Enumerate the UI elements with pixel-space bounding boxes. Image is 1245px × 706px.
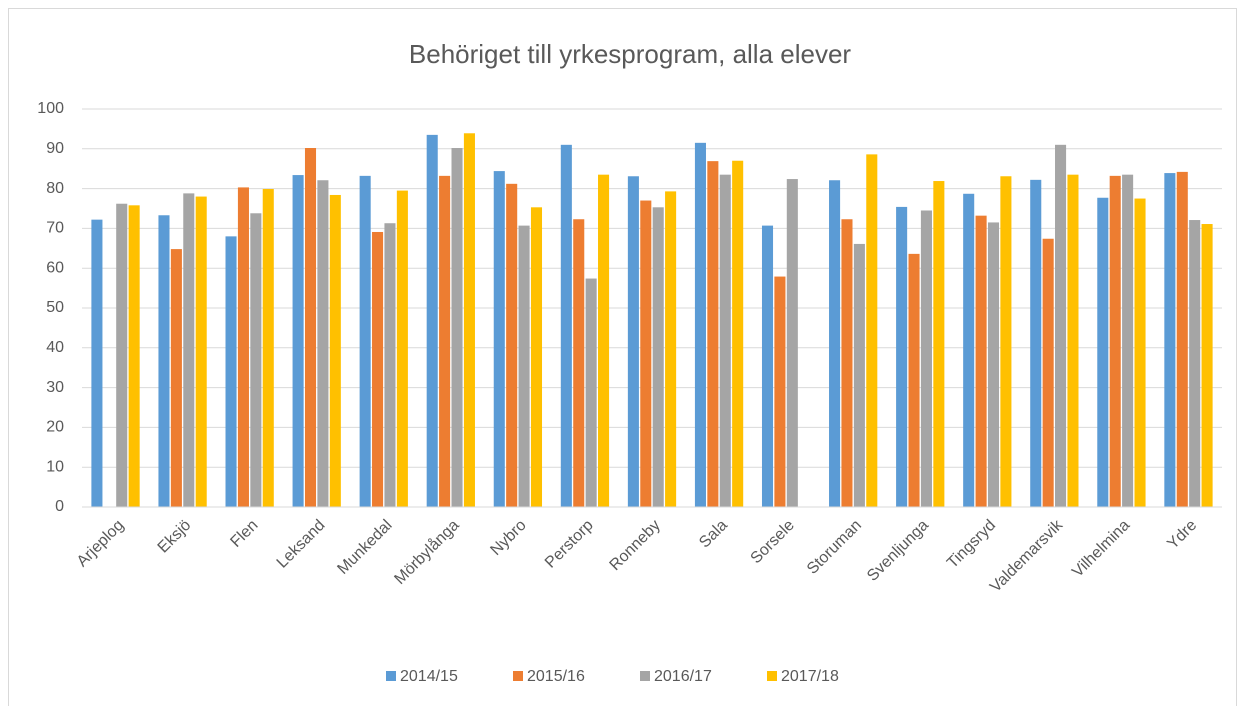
- bar: [317, 180, 329, 507]
- bar: [853, 243, 865, 507]
- bar: [975, 215, 987, 507]
- bar: [506, 183, 518, 507]
- bar: [920, 210, 932, 508]
- legend-label: 2014/15: [400, 668, 458, 685]
- bar: [183, 193, 195, 507]
- bar: [158, 215, 170, 508]
- y-tick-label: 20: [46, 419, 64, 436]
- bar: [732, 160, 744, 508]
- legend-label: 2016/17: [654, 668, 712, 685]
- bar: [719, 174, 731, 508]
- bar: [439, 175, 451, 507]
- bar: [573, 219, 585, 507]
- bar: [1055, 144, 1067, 507]
- bar: [530, 207, 543, 507]
- legend-swatch: [513, 671, 523, 681]
- bar: [1176, 171, 1188, 507]
- chart-title: Behöriget till yrkesprogram, alla elever: [409, 39, 852, 69]
- bar: [598, 174, 610, 508]
- bar: [1164, 173, 1176, 507]
- legend-label: 2017/18: [781, 668, 839, 685]
- bar: [1000, 176, 1012, 507]
- bar: [707, 161, 719, 507]
- y-tick-label: 10: [46, 458, 64, 475]
- bar: [426, 134, 438, 507]
- y-tick-label: 0: [55, 498, 64, 515]
- legend-swatch: [640, 671, 650, 681]
- bar: [225, 236, 237, 508]
- bar: [518, 225, 530, 507]
- bar: [585, 278, 597, 507]
- y-tick-label: 90: [46, 140, 64, 157]
- bar: [359, 175, 371, 507]
- bar: [451, 148, 463, 507]
- bar: [384, 223, 396, 507]
- bar: [896, 206, 908, 507]
- y-tick-label: 100: [37, 100, 64, 117]
- bar: [91, 219, 103, 508]
- legend-swatch: [386, 671, 396, 681]
- bar: [1030, 179, 1042, 507]
- y-tick-label: 70: [46, 220, 64, 237]
- y-tick-label: 40: [46, 339, 64, 356]
- bar: [262, 188, 274, 508]
- bar: [1122, 174, 1134, 508]
- bar: [963, 193, 975, 508]
- bar: [640, 200, 652, 508]
- y-tick-label: 30: [46, 379, 64, 396]
- bar: [694, 142, 706, 507]
- bar: [1109, 175, 1121, 507]
- bar: [627, 176, 639, 507]
- bar: [195, 196, 207, 507]
- bar: [908, 253, 920, 507]
- bar: [761, 225, 774, 507]
- bar: [250, 213, 262, 507]
- bar: [933, 181, 945, 507]
- bar: [304, 148, 317, 507]
- bar: [463, 133, 475, 507]
- bar: [1189, 220, 1201, 508]
- bar: [1067, 174, 1079, 508]
- bar: [774, 276, 786, 507]
- bar: [987, 222, 1000, 507]
- bar: [829, 180, 841, 507]
- bar: [786, 179, 798, 507]
- bar: [841, 219, 853, 507]
- bar: [128, 205, 140, 508]
- y-tick-label: 80: [46, 180, 64, 197]
- bar: [1042, 238, 1054, 508]
- bar: [866, 154, 878, 507]
- y-tick-label: 50: [46, 299, 64, 316]
- bar: [493, 171, 505, 507]
- bar: [292, 175, 304, 507]
- bar: [372, 231, 384, 507]
- bar: [1097, 197, 1109, 507]
- bar: [116, 203, 128, 507]
- legend-swatch: [767, 671, 777, 681]
- bar: [1134, 198, 1146, 508]
- bar: [329, 194, 341, 507]
- bar: [560, 144, 572, 507]
- bar: [170, 249, 182, 507]
- bar: [396, 190, 408, 507]
- bar: [665, 191, 677, 508]
- bar: [652, 207, 664, 507]
- legend-label: 2015/16: [527, 668, 585, 685]
- bar: [1201, 224, 1213, 507]
- bar: [237, 187, 249, 507]
- y-tick-label: 60: [46, 259, 64, 276]
